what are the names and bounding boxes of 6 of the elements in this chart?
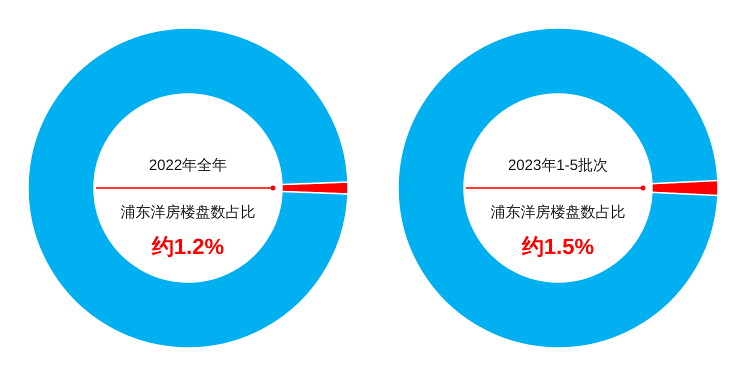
text: 约1.2% <box>150 234 224 259</box>
text: 浦东洋房楼盘数占比 <box>490 204 626 221</box>
text: 浦东洋房楼盘数占比 <box>120 204 256 221</box>
text: 约1.5% <box>520 234 594 259</box>
text: 2023年1-5批次 <box>508 157 608 174</box>
text: 2022年全年 <box>148 157 228 174</box>
